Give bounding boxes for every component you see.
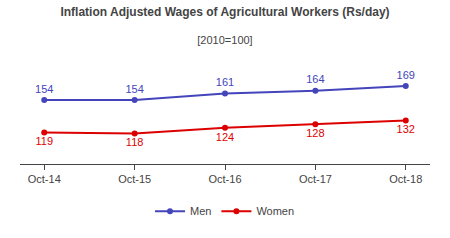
svg-text:164: 164: [306, 73, 324, 85]
svg-text:154: 154: [125, 83, 143, 95]
svg-text:154: 154: [35, 83, 53, 95]
svg-text:[2010=100]: [2010=100]: [197, 34, 252, 46]
svg-text:169: 169: [397, 69, 415, 81]
svg-text:Women: Women: [256, 205, 294, 217]
svg-text:Oct-16: Oct-16: [208, 173, 241, 185]
svg-text:119: 119: [35, 135, 53, 147]
svg-text:118: 118: [126, 136, 144, 148]
svg-text:Oct-18: Oct-18: [389, 173, 422, 185]
svg-text:Men: Men: [190, 205, 211, 217]
svg-text:132: 132: [397, 123, 415, 135]
svg-text:Oct-14: Oct-14: [28, 173, 61, 185]
svg-text:Inflation Adjusted Wages of Ag: Inflation Adjusted Wages of Agricultural…: [60, 5, 389, 19]
svg-text:Oct-15: Oct-15: [118, 173, 151, 185]
svg-text:128: 128: [306, 127, 324, 139]
svg-text:124: 124: [216, 131, 234, 143]
svg-text:Oct-17: Oct-17: [299, 173, 332, 185]
svg-text:161: 161: [216, 76, 234, 88]
